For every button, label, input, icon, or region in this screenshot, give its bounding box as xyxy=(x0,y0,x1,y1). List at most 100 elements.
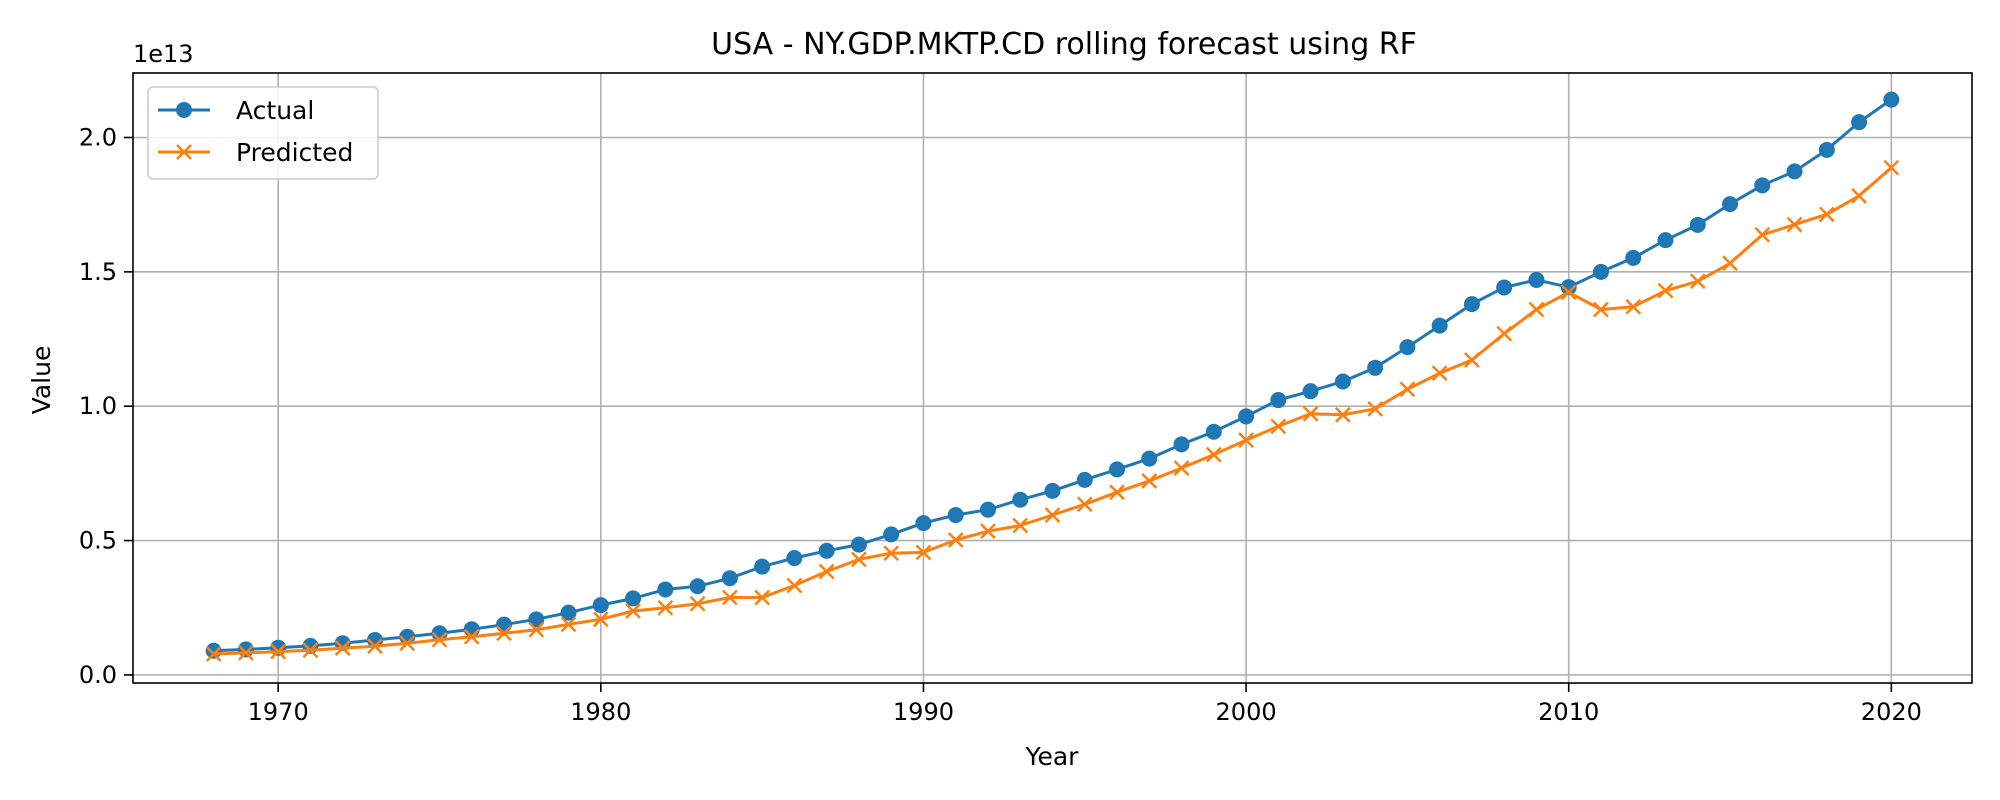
grid-lines xyxy=(133,73,1972,683)
predicted-data-point xyxy=(1851,187,1867,204)
predicted-data-point xyxy=(560,616,577,633)
actual-data-point xyxy=(270,639,287,656)
actual-data-point xyxy=(1367,359,1384,376)
x-tick-label: 2000 xyxy=(1216,698,1277,726)
actual-data-point xyxy=(1657,232,1674,249)
legend-actual-marker xyxy=(176,102,192,118)
predicted-data-point xyxy=(1754,226,1771,243)
chart-title: USA - NY.GDP.MKTP.CD rolling forecast us… xyxy=(711,27,1417,62)
predicted-data-point xyxy=(1689,273,1706,290)
actual-data-point xyxy=(1076,471,1093,488)
actual-data-point xyxy=(883,526,900,543)
actual-data-point xyxy=(1592,263,1609,280)
predicted-data-point xyxy=(528,621,545,638)
predicted-data-point xyxy=(1205,446,1222,463)
predicted-data-point xyxy=(625,603,641,619)
predicted-data-point xyxy=(205,646,222,662)
predicted-data-point xyxy=(1818,206,1835,223)
actual-data-point xyxy=(1109,461,1126,478)
actual-data-point xyxy=(1431,317,1448,334)
legend-predicted-marker xyxy=(176,144,192,160)
predicted-data-point xyxy=(947,532,964,548)
predicted-data-point xyxy=(657,599,674,616)
predicted-data-point xyxy=(496,625,512,642)
predicted-data-point xyxy=(270,643,287,660)
legend: Actual Predicted xyxy=(147,86,379,180)
y-axis-label: Value xyxy=(27,346,56,415)
predicted-data-point xyxy=(851,551,867,568)
predicted-data-point xyxy=(592,611,609,628)
actual-data-point xyxy=(1625,249,1642,266)
actual-data-point xyxy=(818,542,835,559)
predicted-data-point xyxy=(1173,460,1190,476)
actual-data-point xyxy=(850,536,867,553)
legend-actual-label: Actual xyxy=(236,96,314,125)
actual-data-point xyxy=(1238,408,1255,425)
actual-data-point xyxy=(1205,423,1222,440)
x-tick-label: 1980 xyxy=(570,698,631,726)
predicted-data-point xyxy=(1560,284,1577,301)
predicted-data-point xyxy=(1367,401,1384,417)
actual-data-point xyxy=(1496,279,1513,296)
actual-data-point xyxy=(1173,436,1190,453)
actual-data-point xyxy=(205,642,222,659)
actual-data-point xyxy=(1270,392,1287,409)
predicted-data-point xyxy=(1141,473,1158,489)
actual-data-point xyxy=(786,550,803,567)
predicted-data-point xyxy=(1238,432,1254,448)
actual-data-point xyxy=(625,590,642,607)
predicted-data-point xyxy=(980,523,996,540)
actual-data-point xyxy=(1883,91,1900,108)
actual-data-point xyxy=(979,501,996,518)
predicted-data-point xyxy=(1883,159,1900,176)
actual-data-point xyxy=(1141,450,1158,467)
y-tick-label: 1.5 xyxy=(79,258,117,286)
predicted-data-point xyxy=(1593,301,1609,318)
actual-data-point xyxy=(592,597,609,614)
y-tick-label: 0.0 xyxy=(79,661,117,689)
predicted-data-point xyxy=(1334,406,1351,423)
actual-data-point xyxy=(1044,482,1061,499)
y-tick-label: 2.0 xyxy=(79,123,117,151)
x-tick-label: 2020 xyxy=(1861,698,1922,726)
predicted-data-point xyxy=(1657,282,1674,299)
predicted-data-point xyxy=(1270,418,1287,435)
y-tick-label: 1.0 xyxy=(79,392,117,420)
actual-data-point xyxy=(1463,296,1480,313)
predicted-data-point xyxy=(431,631,448,648)
predicted-data-point xyxy=(1496,325,1513,342)
predicted-data-point xyxy=(786,577,803,594)
predicted-data-point xyxy=(1464,352,1480,368)
actual-data-point xyxy=(1786,163,1803,180)
actual-data-point xyxy=(689,578,706,595)
x-tick-label: 1990 xyxy=(893,698,954,726)
legend-predicted-label: Predicted xyxy=(236,138,353,167)
predicted-data-point xyxy=(1625,298,1642,315)
actual-data-point xyxy=(496,616,513,633)
predicted-data-point xyxy=(367,638,383,655)
y-tick-label: 0.5 xyxy=(79,527,117,555)
actual-data-point xyxy=(657,581,674,598)
actual-data-point xyxy=(560,604,577,621)
predicted-data-point xyxy=(754,589,771,606)
predicted-data-point xyxy=(1431,365,1448,382)
actual-data-point xyxy=(1399,339,1416,356)
predicted-data-point xyxy=(399,635,416,652)
x-tick-label: 2010 xyxy=(1538,698,1599,726)
predicted-data-point xyxy=(1722,255,1738,272)
actual-data-point xyxy=(1560,279,1577,296)
predicted-data-point xyxy=(334,640,351,656)
predicted-data-point xyxy=(302,642,319,659)
predicted-data-point xyxy=(463,628,480,645)
actual-data-point xyxy=(528,611,545,628)
actual-data-point xyxy=(1851,114,1868,131)
predicted-data-point xyxy=(238,645,254,661)
series-layer xyxy=(205,91,1900,662)
actual-data-point xyxy=(1722,196,1739,213)
actual-data-point xyxy=(1334,373,1351,390)
predicted-data-point xyxy=(1109,484,1125,501)
actual-data-point xyxy=(721,570,738,587)
plot-frame xyxy=(132,72,1973,684)
actual-data-point xyxy=(1818,141,1835,158)
